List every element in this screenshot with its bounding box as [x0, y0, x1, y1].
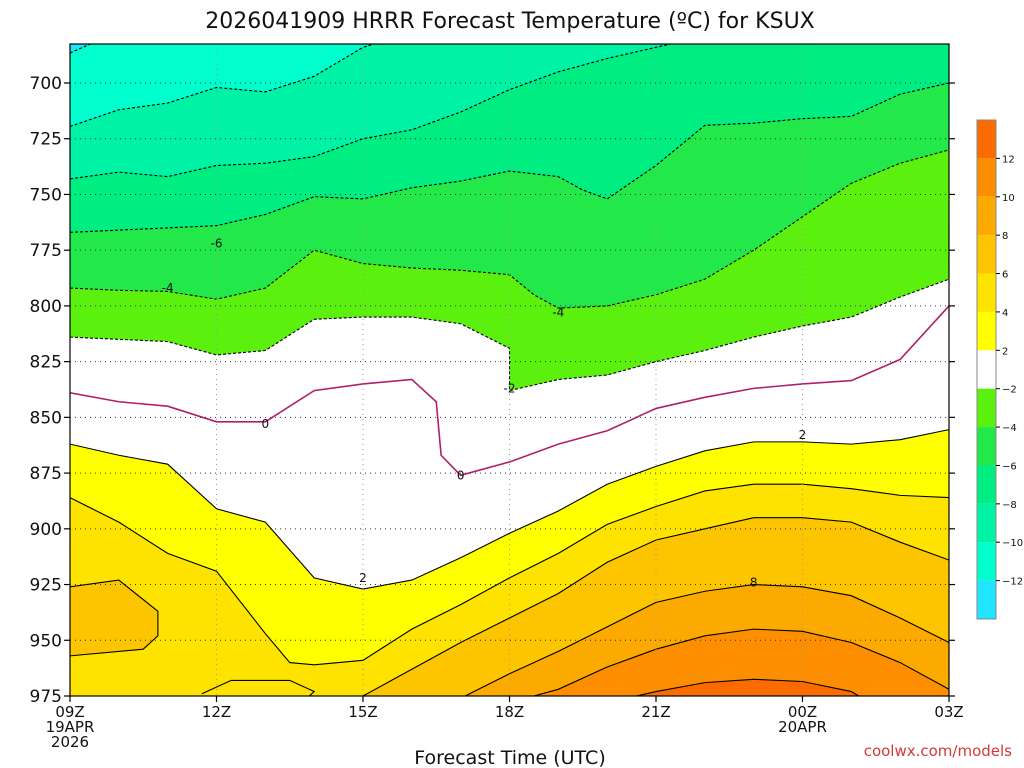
contour-label: 8 — [750, 575, 758, 589]
colorbar-swatch — [977, 388, 996, 428]
colorbar-swatch — [977, 465, 996, 504]
x-tick-label: 12Z — [202, 703, 231, 721]
y-tick-label: 725 — [30, 130, 62, 150]
isotherm-2-line — [70, 429, 949, 590]
band-fill — [509, 629, 949, 696]
isotherm--2-line — [70, 149, 949, 309]
isotherm-10-line — [531, 628, 949, 696]
band-fill — [70, 580, 158, 656]
x-tick-label: 15Z — [348, 703, 377, 721]
colorbar-tick-label: 6 — [1002, 270, 1008, 281]
x-tick-label: 09Z 19APR 2026 — [46, 703, 95, 751]
colorbar-tick-label: −12 — [1002, 577, 1023, 588]
colorbar-tick-label: 10 — [1002, 193, 1015, 204]
colorbar-tick-label: 4 — [1002, 308, 1008, 319]
contour-label: -4 — [162, 281, 174, 295]
isotherm-0-line — [70, 305, 949, 477]
plot-area — [70, 44, 949, 696]
colorbar-swatch — [977, 158, 996, 197]
colorbar-tick-label: 12 — [1002, 154, 1015, 165]
colorbar-swatch — [977, 542, 996, 581]
colorbar-tick-label: 2 — [1002, 346, 1008, 357]
band-fill — [607, 679, 866, 696]
isotherm--8-line — [70, 44, 376, 127]
x-tick-label: 21Z — [641, 703, 670, 721]
colorbar-swatch — [977, 311, 996, 351]
colorbar-tick-label: −10 — [1002, 538, 1023, 549]
x-tick-label-line: 19APR — [46, 718, 95, 736]
x-tick-label-line: 09Z — [55, 703, 84, 721]
chart-title: 2026041909 HRRR Forecast Temperature (ºC… — [205, 9, 815, 34]
y-tick-label: 800 — [30, 297, 62, 317]
colorbar-swatch — [977, 196, 996, 236]
colorbar-swatch — [977, 273, 996, 312]
colorbar-swatch — [977, 235, 996, 274]
y-tick-label: 700 — [30, 74, 62, 94]
x-axis-title: Forecast Time (UTC) — [414, 747, 605, 768]
grid-layer — [70, 44, 949, 697]
y-tick-label: 850 — [30, 408, 62, 428]
y-tick-label: 875 — [30, 464, 62, 484]
colorbar: 12 10 8 6 4 2 −2 −4 −6 −8 −10 −12 — [976, 119, 1023, 620]
y-tick-label: 750 — [30, 185, 62, 205]
x-tick-label: 03Z — [934, 703, 963, 721]
isotherm-4-line — [201, 679, 316, 696]
y-tick-label: 925 — [30, 576, 62, 596]
colorbar-swatch — [977, 120, 996, 159]
colorbar-frame — [976, 119, 997, 620]
isotherm-12-line — [633, 678, 860, 696]
colorbar-swatch — [977, 503, 996, 543]
x-tick-label-line: 18Z — [495, 703, 524, 721]
contour-label: 0 — [457, 468, 465, 482]
colorbar-tick-label: −2 — [1002, 385, 1017, 396]
contour-label: -2 — [504, 381, 516, 395]
x-tick-label-line: 20APR — [778, 718, 827, 736]
y-tick-label: 825 — [30, 353, 62, 373]
isotherm-8-line — [463, 583, 949, 696]
colorbar-swatch — [977, 580, 996, 619]
x-tick-label-line: 15Z — [348, 703, 377, 721]
credit-text: coolwx.com/models — [864, 742, 1012, 760]
contour-label: 0 — [262, 417, 270, 431]
colorbar-tick-label: −6 — [1002, 461, 1017, 472]
colorbar-tick-label: 8 — [1002, 231, 1008, 242]
x-tick-label-line: 12Z — [202, 703, 231, 721]
colorbar-tick-label: −4 — [1002, 423, 1017, 434]
colorbar-swatch — [977, 427, 996, 466]
contour-label: -4 — [552, 306, 564, 320]
x-tick-label: 00Z 20APR — [778, 703, 827, 736]
contour-label: 2 — [799, 428, 807, 442]
colorbar-tick-label: −8 — [1002, 500, 1017, 511]
y-tick-label: 950 — [30, 631, 62, 651]
contour-label: -6 — [211, 236, 223, 250]
y-tick-label: 975 — [30, 687, 62, 707]
y-tick-label: 775 — [30, 241, 62, 261]
x-tick-label: 18Z — [495, 703, 524, 721]
colorbar-swatch — [977, 350, 996, 389]
x-tick-label-line: 00Z — [788, 703, 817, 721]
contour-label: 2 — [359, 571, 367, 585]
isotherm--4-line — [70, 82, 949, 233]
x-tick-label-line: 03Z — [934, 703, 963, 721]
isotherm-4-line — [70, 483, 949, 666]
isotherm--6-line — [70, 44, 674, 180]
y-tick-label: 900 — [30, 520, 62, 540]
x-tick-label-line: 21Z — [641, 703, 670, 721]
contour-label-layer: -6 -4 0 2 0 -2 -4 2 8 — [162, 236, 807, 589]
x-tick-label-line: 2026 — [51, 733, 89, 751]
